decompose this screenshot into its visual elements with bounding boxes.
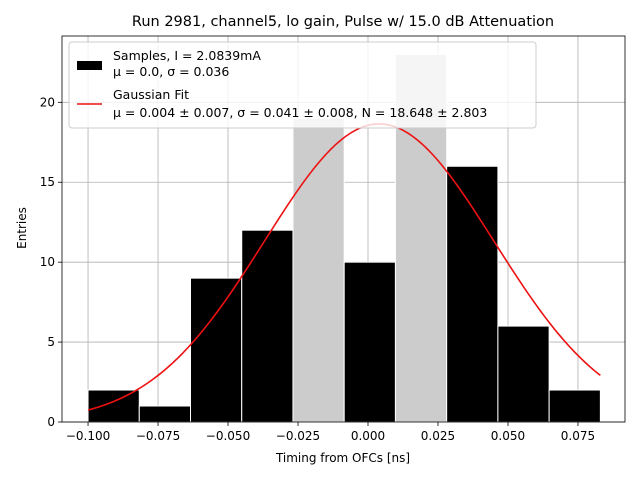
histogram-bar — [241, 229, 294, 423]
histogram-bar — [343, 261, 396, 423]
legend-box — [68, 41, 537, 129]
y-tick-label: 15 — [40, 175, 55, 189]
x-tick-label: −0.050 — [206, 429, 250, 443]
histogram-bar — [87, 389, 140, 423]
histogram-bar — [190, 277, 243, 423]
x-tick-label: −0.075 — [136, 429, 180, 443]
y-tick-label: 0 — [47, 415, 55, 429]
histogram-bar — [138, 405, 192, 423]
x-tick-label: −0.025 — [276, 429, 320, 443]
legend: Samples, I = 2.0839mA μ = 0.0, σ = 0.036… — [68, 41, 537, 129]
gaussian-fit-line — [87, 123, 601, 411]
x-tick-label: 0.000 — [351, 429, 385, 443]
x-axis-label: Timing from OFCs [ns] — [275, 451, 410, 465]
chart-title: Run 2981, channel5, lo gain, Pulse w/ 15… — [132, 14, 554, 30]
x-tick-label: 0.050 — [491, 429, 525, 443]
histogram-bar — [292, 117, 345, 423]
legend-histogram-swatch — [77, 61, 102, 70]
x-tick-label: 0.025 — [421, 429, 455, 443]
y-tick-label: 5 — [47, 335, 55, 349]
legend-fit-stats: μ = 0.004 ± 0.007, σ = 0.041 ± 0.008, N … — [113, 105, 487, 120]
y-tick-label: 20 — [40, 95, 55, 109]
legend-histogram-label: Samples, I = 2.0839mA — [113, 48, 261, 63]
legend-fit-label: Gaussian Fit — [113, 87, 189, 102]
x-tick-label: −0.100 — [66, 429, 110, 443]
legend-histogram-stats: μ = 0.0, σ = 0.036 — [113, 64, 229, 79]
histogram-bar — [446, 165, 499, 423]
histogram-bar — [548, 389, 601, 423]
histogram-bar — [497, 325, 550, 423]
x-tick-label: 0.075 — [561, 429, 595, 443]
y-axis-label: Entries — [15, 207, 29, 249]
plot-frame — [61, 35, 626, 423]
y-tick-label: 10 — [40, 255, 55, 269]
